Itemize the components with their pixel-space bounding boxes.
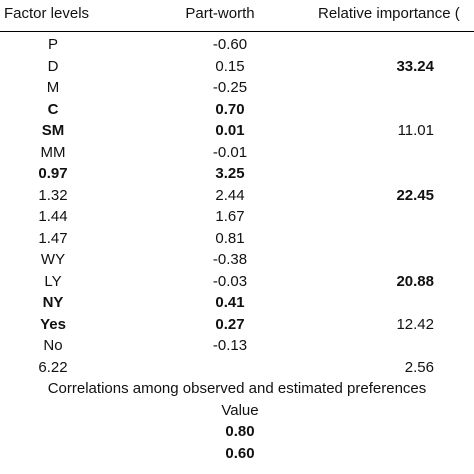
relative-importance-cell [340,292,440,313]
relative-importance-cell: 11.01 [397,122,434,139]
relative-importance-cell: 20.88 [396,272,434,290]
part-worth-cell: -0.60 [212,36,248,53]
correlations-value-kendall: 0.60 [225,444,255,462]
header-part-worth: Part-worth [185,5,255,22]
relative-importance-cell [340,99,440,120]
relative-importance-cell [340,335,440,356]
part-worth-cell: -0.01 [212,143,248,161]
table-row: NY 0.41 [0,292,474,313]
part-worth-cell: 0.70 [215,100,245,118]
factor-level-cell: MM [40,143,66,161]
correlations-title: Correlations among observed and estimate… [47,380,427,397]
relative-importance-cell: 33.24 [396,57,434,75]
relative-importance-cell: 22.45 [396,186,434,204]
part-worth-cell: 0.41 [215,294,245,311]
factor-level-cell: 1.44 [38,208,68,225]
factor-level-cell: No [43,337,63,354]
table-row: LY -0.03 20.88 [0,271,474,292]
part-worth-cell: 0.01 [215,122,245,139]
relative-importance-cell [340,228,440,249]
table-row: 6.22 2.56 [0,357,474,378]
factor-level-cell: P [47,36,58,53]
table-row: MM -0.01 [0,142,474,163]
part-worth-cell: 3.25 [215,165,245,182]
part-worth-cell: -0.13 [212,337,248,354]
table-row: Yes 0.27 12.42 [0,314,474,335]
correlations-value-header: Value [221,401,259,419]
part-worth-cell: -0.25 [212,79,248,96]
table-row: No -0.13 [0,335,474,356]
header-factor-levels: Factor levels [4,5,90,22]
relative-importance-cell [340,77,440,98]
table-row: 1.32 2.44 22.45 [0,185,474,206]
table-row: M -0.25 [0,77,474,98]
factor-level-cell: NY [42,294,64,311]
table-row: 1.44 1.67 [0,206,474,227]
relative-importance-cell: 2.56 [404,358,434,376]
table-row: 1.47 0.81 [0,228,474,249]
table-row: D 0.15 33.24 [0,56,474,77]
part-worth-cell [160,357,300,378]
relative-importance-cell [340,206,440,227]
factor-level-cell: SM [41,122,65,139]
table-row: C 0.70 [0,99,474,120]
relative-importance-cell [340,163,440,184]
relative-importance-cell [340,142,440,163]
factor-level-cell: M [46,79,60,96]
part-worth-cell: -0.03 [212,272,248,290]
part-worth-cell: 0.15 [215,57,245,75]
header-relative-importance: Relative importance ( [318,5,460,22]
factor-level-cell: 1.47 [38,229,68,247]
part-worth-cell: 2.44 [215,186,245,204]
table-row: 0.97 3.25 [0,163,474,184]
factor-level-cell: LY [44,272,62,290]
table-row: P -0.60 [0,34,474,55]
table-row: WY -0.38 [0,249,474,270]
part-worth-cell: 0.81 [215,229,245,247]
factor-level-cell: D [47,57,59,75]
relative-importance-cell [340,34,440,55]
part-worth-cell: 1.67 [215,208,245,225]
part-worth-cell: -0.38 [212,251,248,268]
part-worth-cell: 0.27 [215,315,245,333]
correlations-value-pearson: 0.80 [225,423,255,440]
relative-importance-cell [340,249,440,270]
factor-level-cell: Yes [40,315,66,333]
relative-importance-cell: 12.42 [396,315,434,333]
table-row: SM 0.01 11.01 [0,120,474,141]
factor-level-cell: C [47,100,59,118]
factor-level-cell: WY [40,251,66,268]
header-rule [0,31,474,32]
factor-level-cell: 6.22 [38,358,68,376]
factor-level-cell: 0.97 [38,165,68,182]
factor-level-cell: 1.32 [38,186,68,204]
